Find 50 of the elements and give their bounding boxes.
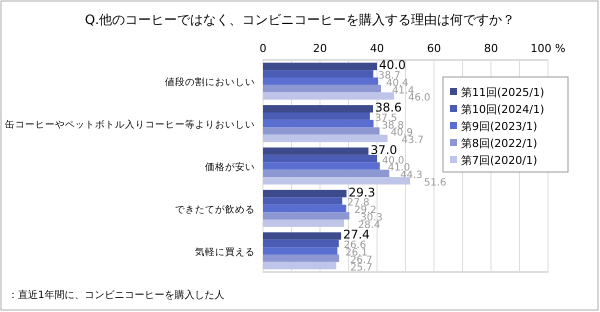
legend-label: 第11回(2025/1) bbox=[461, 86, 544, 99]
bar bbox=[263, 112, 370, 120]
bar bbox=[263, 197, 342, 205]
bar bbox=[263, 154, 377, 162]
y-tick-label: できたてが飲める bbox=[175, 204, 255, 216]
bar bbox=[263, 212, 350, 220]
data-label: 27.4 bbox=[343, 228, 370, 242]
data-label: 38.6 bbox=[375, 100, 402, 114]
bar bbox=[263, 240, 339, 248]
bar bbox=[263, 70, 374, 78]
x-tick-label: 0 bbox=[260, 42, 266, 55]
y-tick-label: 缶コーヒーやペットボトル入りコーヒー等よりおいしい bbox=[5, 118, 255, 131]
x-tick-label: 20 bbox=[313, 42, 327, 55]
y-tick-label: 価格が安い bbox=[205, 161, 255, 173]
data-label: 40.0 bbox=[379, 58, 406, 72]
legend-label: 第10回(2024/1) bbox=[461, 103, 544, 116]
data-label: 25.7 bbox=[350, 262, 373, 274]
legend-label: 第8回(2022/1) bbox=[461, 137, 538, 150]
bar bbox=[263, 254, 340, 262]
y-tick-label: 値段の割においしい bbox=[165, 76, 255, 88]
bar bbox=[263, 232, 342, 240]
y-tick-label: 気軽に買える bbox=[195, 246, 255, 258]
legend-label: 第9回(2023/1) bbox=[461, 120, 538, 133]
bar bbox=[263, 220, 344, 227]
bar bbox=[263, 120, 374, 128]
bar bbox=[263, 134, 388, 142]
legend-label: 第7回(2020/1) bbox=[461, 154, 538, 167]
bar bbox=[263, 84, 381, 92]
bar bbox=[263, 105, 374, 112]
bar bbox=[263, 127, 380, 135]
data-label: 51.6 bbox=[424, 178, 446, 188]
bar bbox=[263, 78, 378, 85]
data-label: 37.0 bbox=[370, 142, 398, 157]
bar bbox=[263, 170, 390, 178]
x-tick-label: 60 bbox=[427, 42, 441, 55]
x-tick-label: 40 bbox=[370, 42, 384, 55]
chart-title: Q.他のコーヒーではなく、コンビニコーヒーを購入する理由は何ですか？ bbox=[84, 13, 516, 28]
bar bbox=[263, 190, 347, 198]
bar bbox=[263, 247, 338, 254]
bar bbox=[263, 62, 377, 70]
bar bbox=[263, 162, 380, 170]
x-tick-label: 80 bbox=[484, 42, 498, 55]
bar bbox=[263, 204, 346, 212]
text: ：直近1年間に、コンビニコーヒーを購入した人 bbox=[8, 289, 224, 301]
bar bbox=[263, 148, 368, 155]
bar bbox=[263, 92, 394, 100]
data-label: 29.3 bbox=[348, 185, 376, 200]
bar bbox=[263, 262, 336, 270]
x-tick-label: 100 % bbox=[530, 42, 566, 55]
bar bbox=[263, 177, 410, 184]
